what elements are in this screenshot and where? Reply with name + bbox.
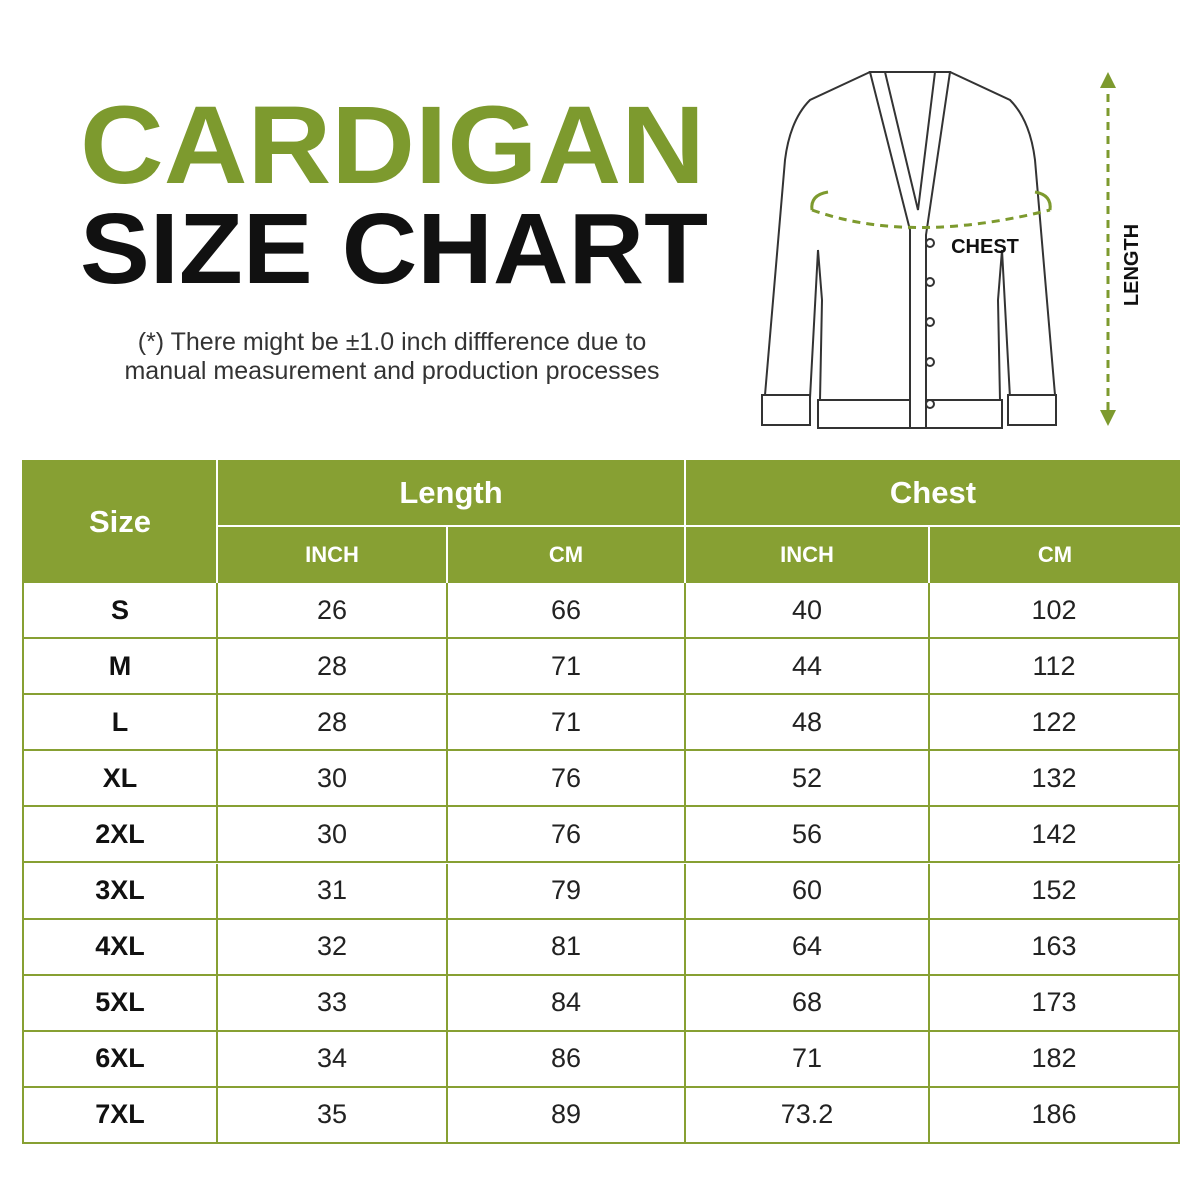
size-cell: 4XL: [24, 919, 218, 976]
value-cell: 52: [686, 751, 930, 808]
value-cell: 86: [448, 1031, 686, 1088]
value-cell: 142: [930, 807, 1180, 864]
size-cell: 6XL: [24, 1031, 218, 1088]
value-cell: 89: [448, 1087, 686, 1144]
value-cell: 79: [448, 863, 686, 920]
value-cell: 163: [930, 919, 1180, 976]
value-cell: 48: [686, 695, 930, 752]
value-cell: 28: [218, 639, 448, 696]
value-cell: 30: [218, 751, 448, 808]
value-cell: 35: [218, 1087, 448, 1144]
value-cell: 28: [218, 695, 448, 752]
value-cell: 68: [686, 975, 930, 1032]
value-cell: 76: [448, 807, 686, 864]
note: (*) There might be ±1.0 inch diffference…: [138, 328, 646, 356]
size-header: Size: [24, 460, 218, 583]
size-cell: 7XL: [24, 1087, 218, 1144]
unit-header: INCH: [686, 525, 930, 583]
note: manual measurement and production proces…: [124, 357, 659, 385]
size-cell: L: [24, 695, 218, 752]
chest-label: CHEST: [951, 236, 1019, 258]
value-cell: 44: [686, 639, 930, 696]
size-cell: XL: [24, 751, 218, 808]
value-cell: 32: [218, 919, 448, 976]
chest-measure: [810, 190, 829, 211]
value-cell: 34: [218, 1031, 448, 1088]
value-cell: 40: [686, 583, 930, 640]
size-cell: S: [24, 583, 218, 640]
value-cell: 60: [686, 863, 930, 920]
value-cell: 152: [930, 863, 1180, 920]
value-cell: 122: [930, 695, 1180, 752]
title-line2: SIZE CHART: [80, 193, 708, 305]
value-cell: 112: [930, 639, 1180, 696]
size-table: Size Length Chest INCH CM INCH CM S 26 66 40 102 M 28…: [22, 460, 1180, 1144]
value-cell: 173: [930, 975, 1180, 1032]
value-cell: 76: [448, 751, 686, 808]
value-cell: 56: [686, 807, 930, 864]
unit-header: CM: [448, 525, 686, 583]
value-cell: 33: [218, 975, 448, 1032]
group-header: Length: [218, 460, 686, 525]
value-cell: 186: [930, 1087, 1180, 1144]
title-line1: CARDIGAN: [80, 84, 705, 207]
unit-header: INCH: [218, 525, 448, 583]
header-art: CARDIGAN SIZE CHART (*) There might be ±…: [80, 71, 1143, 429]
value-cell: 71: [448, 695, 686, 752]
value-cell: 30: [218, 807, 448, 864]
value-cell: 132: [930, 751, 1180, 808]
value-cell: 26: [218, 583, 448, 640]
value-cell: 73.2: [686, 1087, 930, 1144]
chest-measure: [1034, 190, 1052, 211]
value-cell: 182: [930, 1031, 1180, 1088]
value-cell: 81: [448, 919, 686, 976]
unit-header: CM: [930, 525, 1180, 583]
value-cell: 102: [930, 583, 1180, 640]
length-label: LENGTH: [1121, 224, 1143, 306]
value-cell: 84: [448, 975, 686, 1032]
size-cell: 2XL: [24, 807, 218, 864]
value-cell: 71: [448, 639, 686, 696]
value-cell: 66: [448, 583, 686, 640]
value-cell: 71: [686, 1031, 930, 1088]
value-cell: 31: [218, 863, 448, 920]
size-cell: 3XL: [24, 863, 218, 920]
cardigan-drawing: [761, 71, 1057, 429]
value-cell: 64: [686, 919, 930, 976]
group-header: Chest: [686, 460, 1180, 525]
size-cell: 5XL: [24, 975, 218, 1032]
size-cell: M: [24, 639, 218, 696]
